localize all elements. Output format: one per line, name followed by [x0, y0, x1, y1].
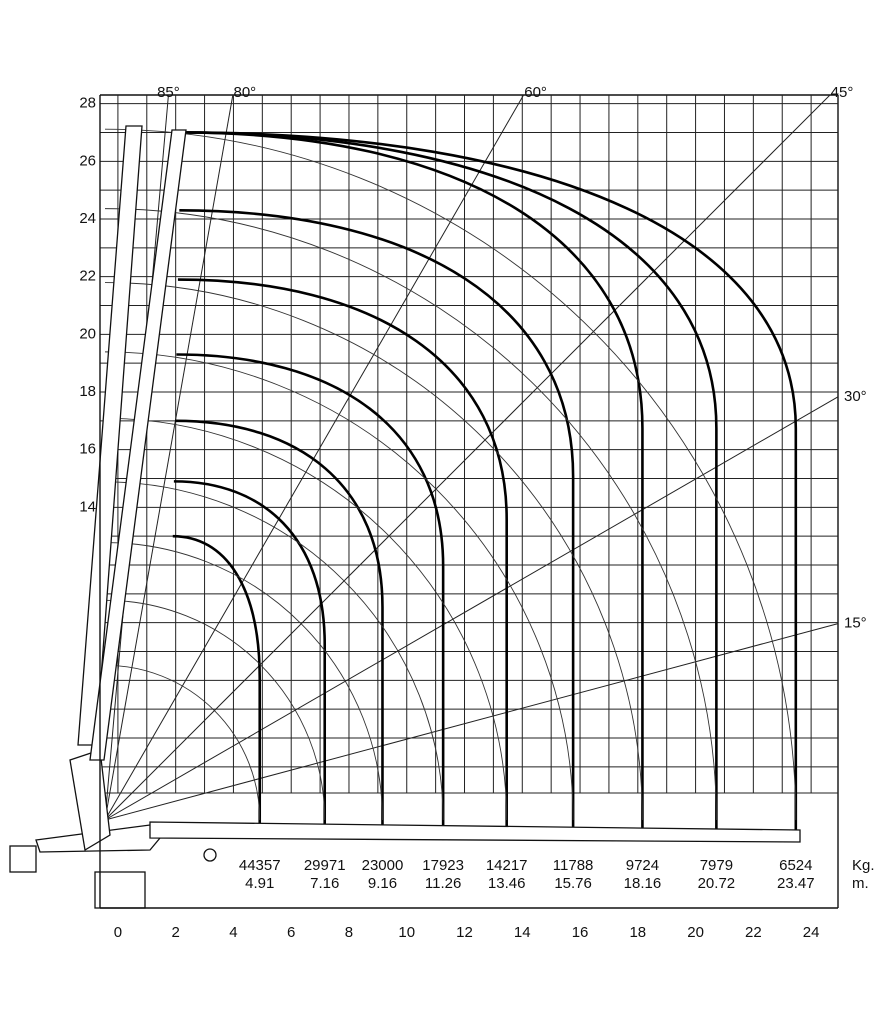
load-label: 6524: [779, 857, 812, 874]
load-curve: [179, 209, 575, 833]
angle-ray: [104, 94, 525, 821]
x-tick-label: 4: [229, 924, 237, 941]
load-label: 29971: [304, 857, 346, 874]
y-tick-label: 16: [79, 441, 96, 458]
load-curve: [176, 353, 445, 833]
load-label: 14217: [486, 857, 528, 874]
angle-label: 30°: [844, 388, 867, 405]
x-tick-label: 2: [172, 924, 180, 941]
radius-label: 13.46: [488, 875, 526, 892]
folded-boom: [149, 821, 801, 843]
angle-ray: [104, 94, 234, 821]
x-tick-label: 14: [514, 924, 531, 941]
radius-label: 23.47: [777, 875, 815, 892]
reach-arc: [104, 208, 717, 821]
angle-label: 85°: [157, 84, 180, 101]
y-tick-label: 20: [79, 325, 96, 342]
x-tick-label: 10: [398, 924, 415, 941]
x-tick-label: 0: [114, 924, 122, 941]
angle-label: 60°: [524, 84, 547, 101]
load-curve: [173, 480, 327, 833]
y-tick-label: 24: [79, 210, 96, 227]
y-tick-label: 26: [79, 152, 96, 169]
load-curve: [180, 131, 644, 833]
y-tick-label: 28: [79, 95, 96, 112]
radius-label: 11.26: [425, 875, 461, 892]
load-label: 23000: [362, 857, 404, 874]
y-tick-label: 22: [79, 268, 96, 285]
radius-unit: m.: [852, 875, 869, 892]
load-label: 9724: [626, 857, 659, 874]
x-tick-label: 12: [456, 924, 473, 941]
base: [94, 871, 146, 909]
y-tick-label: 14: [79, 498, 96, 515]
load-curves: [104, 128, 798, 833]
load-curve: [180, 131, 798, 833]
wheel: [203, 848, 217, 862]
reach-arc: [104, 599, 326, 821]
x-tick-label: 16: [572, 924, 589, 941]
cab: [9, 845, 37, 873]
load-label: 11788: [553, 857, 594, 874]
x-tick-label: 20: [687, 924, 704, 941]
reach-arc: [104, 351, 574, 821]
reach-arc: [104, 282, 643, 821]
load-label: 7979: [700, 857, 733, 874]
radius-label: 9.16: [368, 875, 397, 892]
reach-arc: [104, 481, 444, 821]
y-tick-label: 18: [79, 383, 96, 400]
x-tick-label: 6: [287, 924, 295, 941]
load-label: 44357: [239, 857, 281, 874]
load-curve: [177, 278, 508, 833]
x-tick-label: 24: [803, 924, 820, 941]
load-label: 17923: [422, 857, 464, 874]
crane-truck: [9, 95, 838, 909]
radius-label: 7.16: [310, 875, 339, 892]
radius-label: 18.16: [624, 875, 662, 892]
boom-85: [77, 125, 143, 746]
angle-ray: [104, 396, 839, 821]
labels: 0 2 4 6 8 10 12 14 16 18 20 22 24141618202224262885°…: [79, 84, 874, 941]
angle-ray: [104, 94, 831, 821]
reach-arc: [104, 542, 383, 821]
grid: [100, 94, 839, 908]
reach-arc: [104, 128, 797, 821]
load-unit: Kg.: [852, 857, 875, 874]
reach-arc: [104, 664, 261, 821]
angle-label: 15°: [844, 615, 867, 632]
load-curve: [175, 419, 384, 833]
radius-label: 20.72: [698, 875, 736, 892]
angle-label: 45°: [831, 84, 854, 101]
radius-label: 15.76: [554, 875, 592, 892]
angle-ray: [104, 623, 839, 821]
reach-arc: [104, 417, 508, 821]
load-curve: [172, 534, 262, 833]
x-tick-label: 22: [745, 924, 762, 941]
load-curve: [180, 131, 718, 833]
x-tick-label: 18: [629, 924, 646, 941]
angle-label: 80°: [233, 84, 256, 101]
radius-label: 4.91: [245, 875, 274, 892]
x-tick-label: 8: [345, 924, 353, 941]
